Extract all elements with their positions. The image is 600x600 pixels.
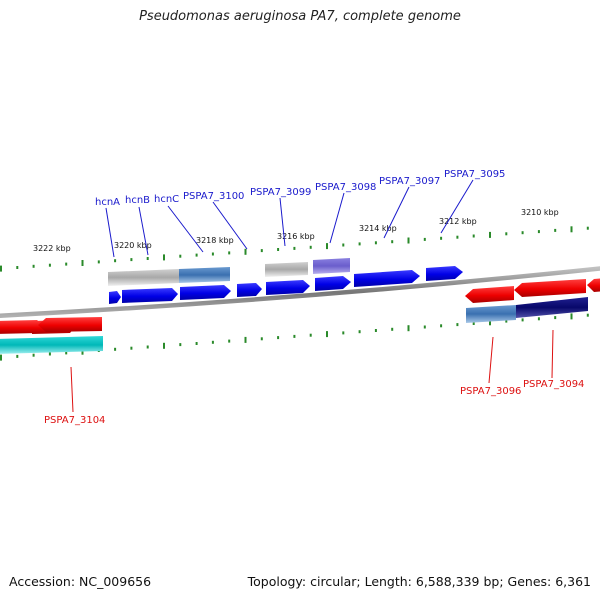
scale-label-3220: 3220 kbp: [114, 241, 152, 250]
leader-hcnA: [105, 207, 115, 258]
gene-PSPA7_3098[interactable]: [315, 276, 351, 291]
leader-PSPA7_3099: [279, 197, 286, 247]
annotation-bar-gray-1: [108, 269, 179, 286]
label-hcnC[interactable]: hcnC: [154, 194, 179, 205]
label-PSPA7_3099[interactable]: PSPA7_3099: [250, 187, 311, 198]
label-PSPA7_3104[interactable]: PSPA7_3104: [44, 415, 105, 426]
gene-PSPA7_3097[interactable]: [354, 270, 420, 287]
gene-hcnA[interactable]: [109, 291, 121, 304]
annotation-bar-steel-1: [179, 267, 230, 283]
gene-reverse-edge: [587, 278, 600, 292]
gene-hcnB[interactable]: [122, 288, 178, 303]
annotation-bar-cyan: [0, 336, 103, 354]
scale-label-3218: 3218 kbp: [196, 236, 234, 245]
scale-label-3222: 3222 kbp: [33, 244, 71, 253]
scale-label-3216: 3216 kbp: [277, 232, 315, 241]
outer-tick-ruler: [0, 226, 589, 272]
leader-PSPA7_3100: [212, 201, 248, 250]
gene-hcnC[interactable]: [180, 285, 231, 300]
gene-PSPA7_3099[interactable]: [266, 280, 310, 295]
gene-PSPA7_3095[interactable]: [426, 266, 463, 281]
gene-PSPA7_3096[interactable]: [465, 286, 514, 303]
leader-PSPA7_3104: [70, 366, 74, 413]
leader-PSPA7_3097: [383, 186, 410, 239]
label-PSPA7_3094[interactable]: PSPA7_3094: [523, 379, 584, 390]
annotation-bar-gray-2: [265, 262, 308, 277]
label-PSPA7_3095[interactable]: PSPA7_3095: [444, 169, 505, 180]
label-PSPA7_3098[interactable]: PSPA7_3098: [315, 182, 376, 193]
gene-PSPA7_3104[interactable]: [38, 317, 102, 332]
forward-annotation-track: [108, 258, 350, 286]
leader-PSPA7_3094: [551, 329, 554, 379]
label-PSPA7_3100[interactable]: PSPA7_3100: [183, 191, 244, 202]
forward-gene-track: [109, 266, 463, 304]
gene-PSPA7_3100[interactable]: [237, 283, 262, 297]
annotation-bar-steel-2: [466, 305, 516, 323]
gene-labels: hcnA hcnB hcnC PSPA7_3100 PSPA7_3099 PSP…: [44, 169, 584, 426]
label-PSPA7_3096[interactable]: PSPA7_3096: [460, 386, 521, 397]
gene-PSPA7_3094[interactable]: [514, 279, 586, 297]
leader-PSPA7_3096: [488, 336, 494, 384]
annotation-bar-navy: [516, 297, 588, 318]
genome-summary-text: Topology: circular; Length: 6,588,339 bp…: [247, 574, 591, 589]
scale-label-3210: 3210 kbp: [521, 208, 559, 217]
leader-hcnB: [138, 206, 149, 256]
label-hcnA[interactable]: hcnA: [95, 197, 120, 208]
gene-PSPA7_3104-tail: [0, 320, 38, 334]
label-leader-lines: [70, 179, 554, 413]
scale-label-3212: 3212 kbp: [439, 217, 477, 226]
leader-PSPA7_3095: [440, 179, 474, 234]
reverse-annotation-track: [0, 297, 588, 354]
accession-text: Accession: NC_009656: [9, 574, 152, 589]
leader-PSPA7_3098: [329, 192, 345, 244]
label-hcnB[interactable]: hcnB: [125, 195, 150, 206]
genome-backbone: [0, 266, 600, 318]
annotation-bar-purple: [313, 258, 350, 274]
genome-title: Pseudomonas aeruginosa PA7, complete gen…: [139, 9, 461, 24]
scale-label-3214: 3214 kbp: [359, 224, 397, 233]
scale-labels: 3222 kbp 3220 kbp 3218 kbp 3216 kbp 3214…: [33, 208, 559, 253]
label-PSPA7_3097[interactable]: PSPA7_3097: [379, 176, 440, 187]
leader-hcnC: [167, 205, 204, 253]
reverse-gene-track: [0, 278, 600, 334]
